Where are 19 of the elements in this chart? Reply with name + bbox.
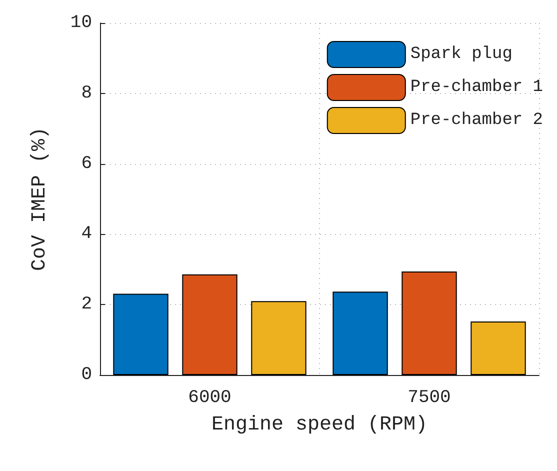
- legend-label: Spark plug: [410, 45, 512, 64]
- legend-label: Pre-chamber 2: [410, 111, 544, 130]
- bar: [251, 301, 306, 375]
- bar: [332, 292, 388, 375]
- y-tick-label: 0: [81, 365, 92, 385]
- y-axis-title: CoV IMEP (%): [28, 126, 52, 272]
- x-axis-title: Engine speed (RPM): [211, 414, 428, 436]
- y-tick-label: 6: [81, 154, 92, 174]
- bar: [402, 272, 457, 375]
- bar: [470, 321, 526, 375]
- bar: [113, 294, 168, 375]
- y-tick-label: 2: [81, 294, 92, 315]
- y-tick-label: 8: [81, 83, 92, 104]
- x-tick-label: 6000: [188, 388, 232, 408]
- y-tick-label: 4: [81, 224, 92, 244]
- y-tick-label: 10: [70, 13, 92, 33]
- bar: [182, 274, 238, 375]
- x-tick-label: 7500: [408, 388, 451, 408]
- legend-label: Pre-chamber 1: [410, 78, 544, 97]
